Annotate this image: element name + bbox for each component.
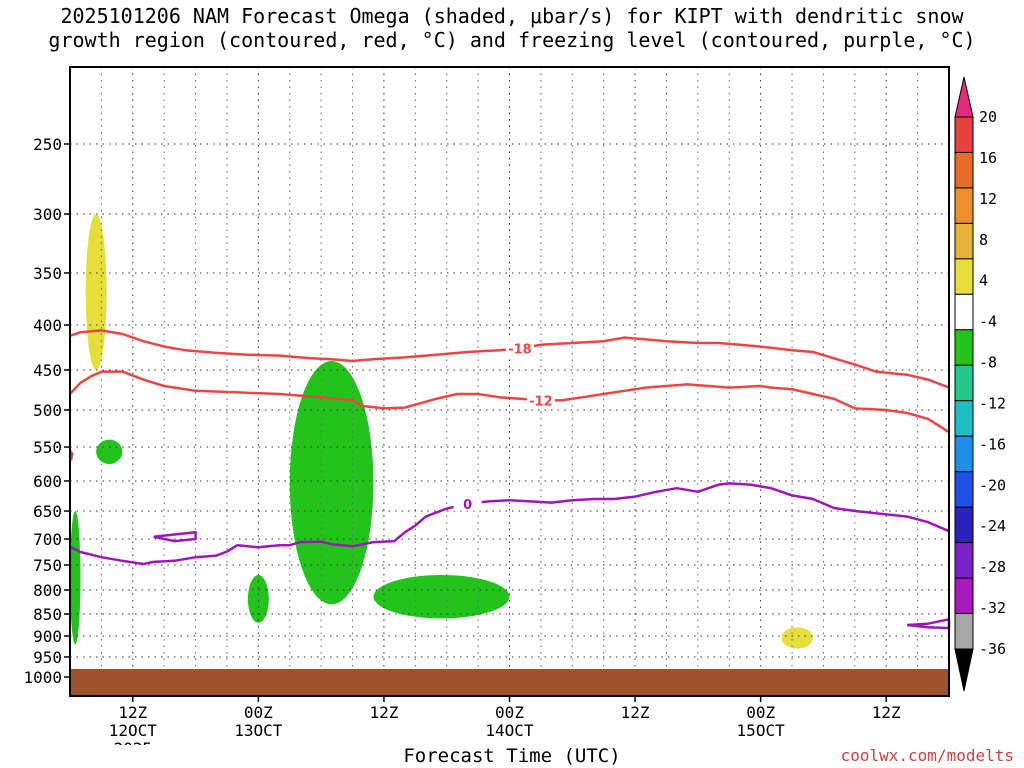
x-tick-label: 00Z [495, 703, 524, 722]
omega-region-4 [70, 511, 81, 645]
x-tick-date: 12OCT [109, 721, 158, 740]
colorbar-box [954, 506, 974, 544]
omega-region-1 [289, 361, 374, 605]
colorbar: 20 16 12 8 4 -4 -8 -12 -16 -20 -24 -28 -32 -36 [954, 76, 1006, 692]
colorbar-label: -4 [979, 313, 997, 331]
x-tick-date: 15OCT [737, 721, 786, 740]
x-tick-date: 14OCT [485, 721, 534, 740]
ground [70, 669, 949, 696]
contour-label-bg [526, 392, 555, 408]
y-tick-label: 800 [33, 581, 62, 600]
colorbar-box [954, 613, 974, 650]
x-tick-label: 12Z [118, 703, 147, 722]
x-tick-label: 12Z [369, 703, 398, 722]
x-tick-label: 00Z [244, 703, 273, 722]
colorbar-label: 4 [979, 272, 988, 290]
y-tick-label: 950 [33, 648, 62, 667]
omega-shading [70, 214, 813, 649]
colorbar-label: 20 [979, 108, 997, 126]
colorbar-box [954, 187, 974, 224]
y-tick-label: 400 [33, 316, 62, 335]
colorbar-box [954, 329, 974, 366]
colorbar-label: -8 [979, 354, 997, 372]
colorbar-box [954, 116, 974, 153]
omega-region-6 [781, 627, 813, 649]
colorbar-top-arrow [954, 76, 974, 118]
colorbar-label: -32 [979, 599, 1006, 617]
y-tick-label: 1000 [23, 668, 62, 687]
colorbar-box [954, 577, 974, 615]
x-tick-date: 13OCT [234, 721, 283, 740]
gridlines [70, 67, 949, 696]
x-axis-label: Forecast Time (UTC) [403, 745, 621, 767]
contour-label: -12 [529, 394, 553, 409]
chart-title: 2025101206 NAM Forecast Omega (shaded, μ… [0, 4, 1024, 52]
colorbar-box [954, 435, 974, 473]
colorbar-label: -12 [979, 394, 1006, 412]
contour-label: -18 [508, 342, 532, 357]
contour-label: 0 [463, 498, 472, 513]
y-tick-label: 650 [33, 502, 62, 521]
y-tick-label: 550 [33, 438, 62, 457]
colorbar-box [954, 258, 974, 295]
title-line-1: 2025101206 NAM Forecast Omega (shaded, μ… [60, 4, 964, 28]
colorbar-label: -24 [979, 517, 1006, 535]
y-tick-label: 500 [33, 401, 62, 420]
ground-fill [70, 669, 949, 696]
colorbar-label: -36 [979, 640, 1006, 658]
colorbar-label: 16 [979, 149, 997, 167]
contour-lines: -18 -12 0 [68, 329, 951, 630]
colorbar-label: -28 [979, 558, 1006, 576]
omega-region-5 [85, 214, 107, 370]
omega-region-0 [96, 439, 123, 464]
y-tick-label: 750 [33, 556, 62, 575]
colorbar-box [954, 400, 974, 437]
colorbar-box [954, 364, 974, 402]
plot-area [70, 67, 949, 696]
y-tick-label: 300 [33, 205, 62, 224]
x-tick-year: 2025 [114, 739, 153, 745]
omega-region-2 [247, 575, 269, 623]
colorbar-label: 12 [979, 190, 997, 208]
y-tick-label: 350 [33, 264, 62, 283]
y-tick-label: 450 [33, 361, 62, 380]
y-tick-label: 250 [33, 135, 62, 154]
colorbar-label: 8 [979, 231, 988, 249]
colorbar-box [954, 293, 974, 331]
x-tick-label: 00Z [746, 703, 775, 722]
contour-line-4 [153, 531, 197, 543]
chart-svg: -18 -12 0 250 300 350 400 450 500 550 600 650 700 75… [23, 66, 1006, 745]
contour-label-bg [505, 340, 534, 356]
y-tick-label: 600 [33, 472, 62, 491]
colorbar-box [954, 222, 974, 260]
omega-region-3 [373, 575, 510, 619]
y-tick-label: 900 [33, 627, 62, 646]
colorbar-box [954, 471, 974, 508]
colorbar-label: -20 [979, 476, 1006, 494]
y-tick-label: 850 [33, 605, 62, 624]
y-axis: 250 300 350 400 450 500 550 600 650 700 750 800 850 9… [23, 135, 70, 687]
contour-label-bg [453, 495, 482, 511]
colorbar-box [954, 542, 974, 579]
watermark: coolwx.com/modelts [840, 746, 1014, 765]
x-tick-label: 12Z [872, 703, 901, 722]
title-line-2: growth region (contoured, red, °C) and f… [48, 28, 976, 52]
x-tick-label: 12Z [621, 703, 650, 722]
colorbar-box [954, 151, 974, 189]
x-axis: 12Z12OCT202500Z13OCT12Z00Z14OCT12Z00Z15O… [109, 696, 901, 745]
colorbar-label: -16 [979, 435, 1006, 453]
y-tick-label: 700 [33, 530, 62, 549]
plot-background [70, 67, 949, 696]
colorbar-bottom-arrow [954, 648, 974, 692]
